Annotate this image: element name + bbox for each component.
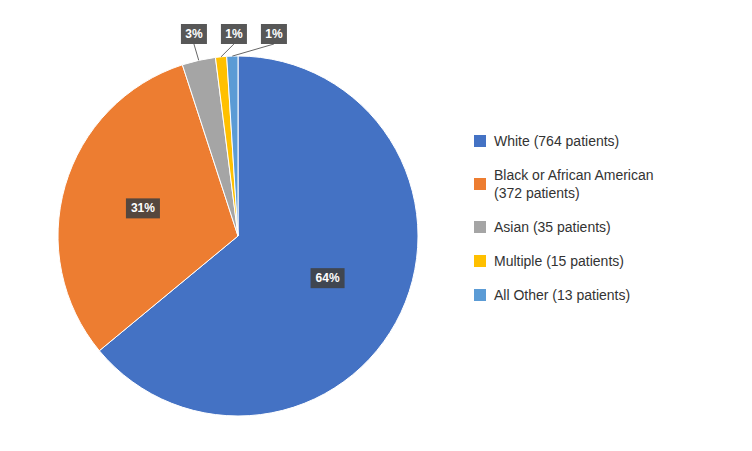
html-text:Black or African American (372: Black or African American (372 patients) <box>494 166 654 201</box>
svg-text:1%: 1% <box>265 27 283 41</box>
html-text:White (764 patients): White (764 patients) <box>494 132 620 149</box>
html-text:All Other (13 patients): All Other (13 patients) <box>494 286 631 303</box>
html-text:Multiple (15 patients): Multiple (15 patients) <box>494 252 624 269</box>
svg-text:31%: 31% <box>131 201 155 215</box>
svg-text:64%: 64% <box>316 271 340 285</box>
html-text:Asian (35 patients): Asian (35 patients) <box>494 218 611 235</box>
svg-text:3%: 3% <box>185 27 203 41</box>
svg-text:1%: 1% <box>225 27 243 41</box>
